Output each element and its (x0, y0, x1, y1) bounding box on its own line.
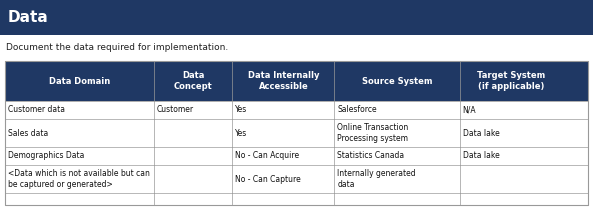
Text: Data
Concept: Data Concept (174, 71, 212, 91)
Text: Internally generated
data: Internally generated data (337, 169, 416, 189)
Text: Source System: Source System (362, 77, 432, 85)
Bar (5, 165, 588, 193)
Bar (5, 61, 588, 205)
Text: Data: Data (8, 10, 49, 25)
Bar (5, 147, 588, 165)
Bar (0, 0, 593, 35)
Text: Document the data required for implementation.: Document the data required for implement… (6, 43, 228, 52)
Text: Demographics Data: Demographics Data (8, 151, 84, 161)
Text: Customer: Customer (157, 105, 194, 114)
Text: Data lake: Data lake (463, 129, 499, 137)
Bar (5, 193, 588, 205)
Text: Yes: Yes (235, 129, 248, 137)
Text: Statistics Canada: Statistics Canada (337, 151, 404, 161)
Bar (5, 119, 588, 147)
Text: Sales data: Sales data (8, 129, 48, 137)
Text: No - Can Capture: No - Can Capture (235, 175, 301, 183)
Bar (5, 61, 588, 101)
Text: Data Internally
Accessible: Data Internally Accessible (248, 71, 319, 91)
Text: Data Domain: Data Domain (49, 77, 110, 85)
Text: Customer data: Customer data (8, 105, 65, 114)
Text: No - Can Acquire: No - Can Acquire (235, 151, 299, 161)
Text: N/A: N/A (463, 105, 476, 114)
Text: Online Transaction
Processing system: Online Transaction Processing system (337, 123, 409, 143)
Text: Salesforce: Salesforce (337, 105, 377, 114)
Text: Yes: Yes (235, 105, 248, 114)
Text: Target System
(if applicable): Target System (if applicable) (477, 71, 545, 91)
Text: <Data which is not available but can
be captured or generated>: <Data which is not available but can be … (8, 169, 150, 189)
Text: Data lake: Data lake (463, 151, 499, 161)
Bar (5, 101, 588, 119)
